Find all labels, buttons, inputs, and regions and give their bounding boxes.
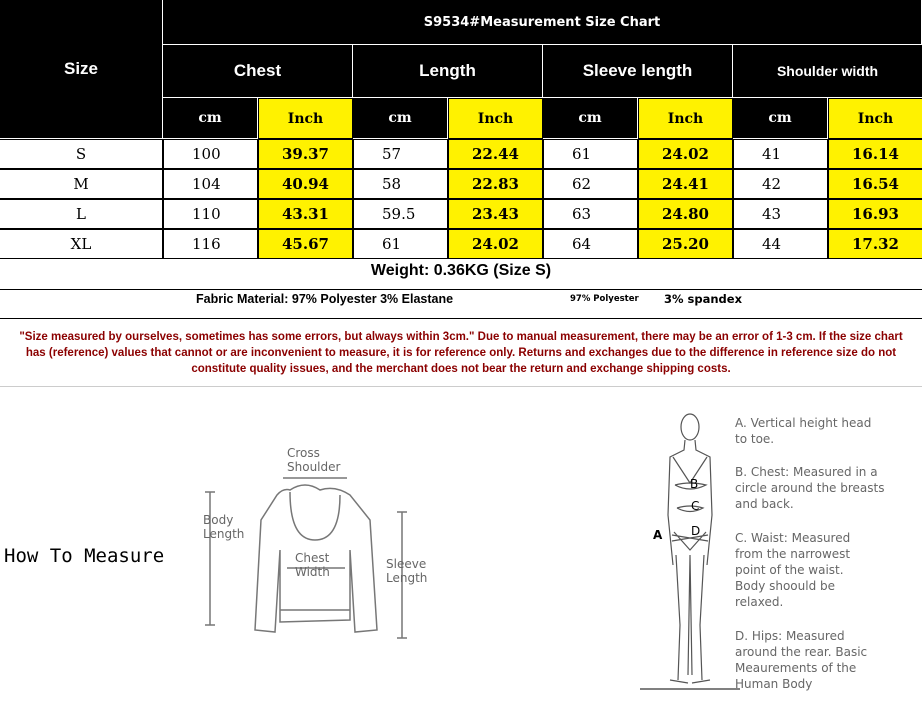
divider: [0, 289, 922, 290]
column-header: Length: [353, 45, 543, 98]
letter-c: C: [691, 499, 700, 513]
inch-cell: 24.02: [638, 139, 733, 169]
inch-cell: 24.80: [638, 199, 733, 229]
column-header: Shoulder width: [733, 45, 922, 98]
cm-cell: 59.5: [353, 199, 448, 229]
unit-inch: Inch: [638, 98, 733, 139]
inch-cell: 22.83: [448, 169, 543, 199]
cm-cell: 61: [353, 229, 448, 259]
column-header: Chest: [163, 45, 353, 98]
size-cell: M: [0, 169, 163, 199]
inch-cell: 45.67: [258, 229, 353, 259]
sleeve-length-label: Sleeve Length: [386, 557, 428, 585]
letter-d: D: [691, 524, 701, 538]
unit-cm: cm: [353, 98, 448, 139]
unit-inch: Inch: [448, 98, 543, 139]
size-cell: S: [0, 139, 163, 169]
inch-cell: 22.44: [448, 139, 543, 169]
inch-cell: 40.94: [258, 169, 353, 199]
cm-cell: 61: [543, 139, 638, 169]
divider: [0, 318, 922, 319]
desc-a: A. Vertical height head to toe.: [735, 416, 872, 446]
how-to-measure-title: How To Measure: [4, 545, 165, 567]
desc-b: B. Chest: Measured in a circle around th…: [735, 465, 885, 511]
inch-cell: 23.43: [448, 199, 543, 229]
inch-cell: 16.54: [828, 169, 922, 199]
human-body-diagram: [640, 413, 740, 690]
cm-cell: 63: [543, 199, 638, 229]
disclaimer-note: "Size measured by ourselves, sometimes h…: [19, 331, 903, 375]
inch-cell: 16.93: [828, 199, 922, 229]
fabric-text: Fabric Material: 97% Polyester 3% Elasta…: [196, 292, 454, 306]
sweater-diagram: [205, 477, 407, 639]
polyester-text: 97% Polyester: [570, 294, 639, 304]
letter-b: B: [690, 477, 699, 491]
unit-inch: Inch: [258, 98, 353, 139]
unit-cm: cm: [733, 98, 828, 139]
inch-cell: 43.31: [258, 199, 353, 229]
cm-cell: 116: [163, 229, 258, 259]
column-header: Sleeve length: [543, 45, 733, 98]
cm-cell: 104: [163, 169, 258, 199]
inch-cell: 39.37: [258, 139, 353, 169]
chart-title: S9534#Measurement Size Chart: [163, 0, 922, 45]
inch-cell: 16.14: [828, 139, 922, 169]
unit-cm: cm: [163, 98, 258, 139]
desc-d: D. Hips: Measured around the rear. Basic…: [735, 629, 868, 691]
inch-cell: 24.41: [638, 169, 733, 199]
cm-cell: 41: [733, 139, 828, 169]
chest-width-label: Chest Width: [295, 551, 330, 579]
cm-cell: 58: [353, 169, 448, 199]
cm-cell: 57: [353, 139, 448, 169]
size-cell: XL: [0, 229, 163, 259]
spandex-text: 3% spandex: [664, 292, 743, 306]
size-cell: L: [0, 199, 163, 229]
inch-cell: 24.02: [448, 229, 543, 259]
weight-text: Weight: 0.36KG (Size S): [370, 262, 552, 279]
cm-cell: 64: [543, 229, 638, 259]
cross-shoulder-label: Cross Shoulder: [287, 446, 341, 474]
cm-cell: 44: [733, 229, 828, 259]
desc-c: C. Waist: Measured from the narrowest po…: [735, 531, 851, 609]
body-length-label: Body Length: [203, 513, 245, 541]
unit-cm: cm: [543, 98, 638, 139]
divider: [0, 386, 922, 387]
letter-a: A: [653, 528, 663, 542]
size-header: Size: [0, 0, 163, 139]
cm-cell: 110: [163, 199, 258, 229]
cm-cell: 100: [163, 139, 258, 169]
cm-cell: 42: [733, 169, 828, 199]
inch-cell: 25.20: [638, 229, 733, 259]
unit-inch: Inch: [828, 98, 922, 139]
inch-cell: 17.32: [828, 229, 922, 259]
cm-cell: 43: [733, 199, 828, 229]
cm-cell: 62: [543, 169, 638, 199]
